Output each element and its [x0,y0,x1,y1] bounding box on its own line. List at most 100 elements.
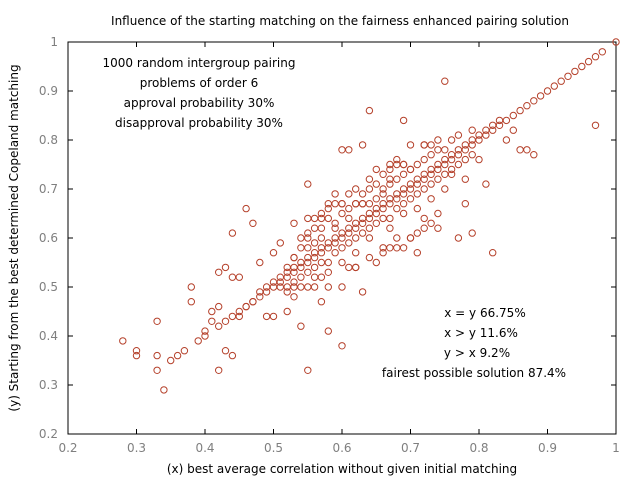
data-point [235,273,244,281]
data-point [420,175,428,183]
data-point [304,229,312,237]
annotation-right-line: y > x 9.2% [444,346,510,360]
data-point [304,214,312,223]
data-point [352,249,360,257]
data-point [324,327,332,335]
data-point [536,92,545,100]
data-point [413,160,421,169]
data-point [365,200,374,208]
data-point [386,224,394,232]
annotation-right-line: x = y 66.75% [444,306,525,320]
data-point [420,170,428,179]
data-point [461,200,469,208]
data-point [495,116,504,125]
data-point [427,141,435,149]
data-point [228,312,237,321]
data-point [132,347,141,355]
data-point [406,234,415,242]
data-point [598,48,606,56]
data-point [242,204,250,213]
data-point [427,180,435,188]
axis-ticks: 0.2 0.3 0.4 0.5 0.6 0.7 0.8 0.9 1 0.2 0.3 0.4 0.5 0.6… [39,35,620,455]
data-point [269,278,278,286]
annotation-left-line: problems of order 6 [140,76,259,90]
data-point [413,175,421,183]
data-point [352,200,360,208]
data-point [167,356,175,365]
data-point [256,293,264,301]
data-point [317,224,326,232]
data-point [119,337,127,345]
data-point [358,229,367,237]
data-point [406,195,415,203]
data-point [153,317,161,325]
data-point [276,283,284,291]
data-point [447,136,456,144]
data-point [441,146,449,154]
x-tick-label: 1 [612,441,620,455]
data-point [571,67,579,76]
data-point [221,263,230,272]
data-point [365,185,374,193]
data-point [427,219,435,228]
data-point [132,351,141,360]
data-point [249,298,257,306]
data-point [372,195,380,203]
data-point [304,253,312,262]
data-point [310,283,319,291]
data-point [358,288,367,296]
data-point [468,151,476,159]
data-point [345,146,353,154]
data-point [324,258,332,267]
data-point [215,366,223,374]
data-point [235,307,244,316]
data-point [406,180,415,188]
y-tick-label: 0.8 [39,133,58,147]
data-point [297,244,305,252]
data-point [324,239,332,247]
data-point [379,249,387,257]
data-point [386,180,394,188]
data-point [584,57,593,66]
data-point [201,332,209,340]
data-point [447,151,456,159]
data-point [310,273,319,281]
data-point [290,293,298,301]
data-point [509,126,517,134]
data-point [399,185,408,193]
data-point [406,165,415,174]
data-point [454,234,463,242]
data-point [228,229,237,237]
data-point [317,209,326,218]
data-point [310,214,319,223]
data-point [393,155,401,164]
data-point [160,386,168,394]
data-point [379,200,387,208]
data-point [413,190,421,198]
data-point [393,204,401,213]
data-point [215,268,223,276]
data-point [297,322,305,330]
data-point [290,278,298,286]
data-point [379,214,387,223]
data-point [180,347,189,355]
data-point [530,97,538,105]
data-point [550,82,558,90]
x-tick-label: 0.8 [469,441,488,455]
y-tick-label: 0.6 [39,231,58,245]
data-point [441,170,449,179]
data-point [365,175,374,183]
data-point [358,200,367,208]
data-point [352,219,360,228]
data-point [173,351,182,360]
data-point [530,151,538,159]
data-point [543,87,552,95]
data-point [591,121,600,130]
data-point [427,151,435,159]
data-point [434,146,442,154]
data-point [441,185,449,193]
data-point [461,141,469,149]
data-point [413,229,421,237]
data-point [393,175,401,183]
annotation-left-line: 1000 random intergroup pairing [103,56,296,70]
